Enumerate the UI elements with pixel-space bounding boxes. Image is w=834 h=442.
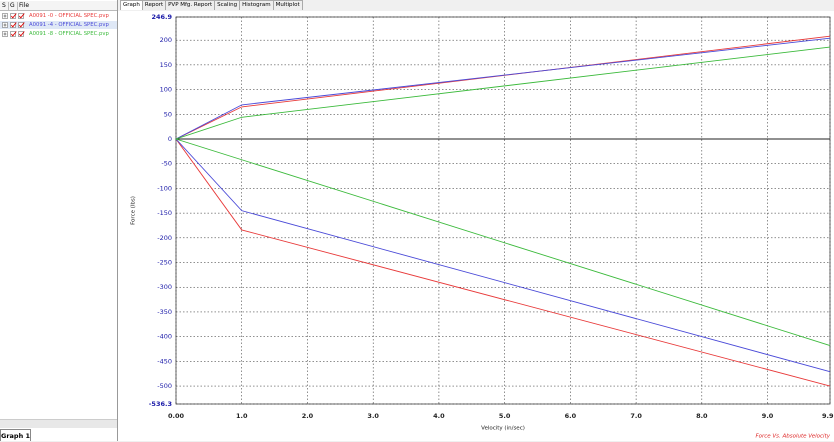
column-header: S G File bbox=[0, 1, 117, 11]
y-tick-label: 246.9 bbox=[151, 13, 172, 21]
y-tick-label: -500 bbox=[157, 382, 172, 390]
x-tick-label: 9.95 bbox=[822, 412, 834, 420]
x-tick-label: 0.00 bbox=[168, 412, 185, 420]
file-name: A0091 -0 - OFFICIAL SPEC.pvp bbox=[29, 13, 109, 19]
x-axis-label: Velocity (in/sec) bbox=[481, 426, 525, 432]
x-tick-label: 7.0 bbox=[630, 412, 642, 420]
x-tick-label: 6.0 bbox=[565, 412, 577, 420]
y-tick-label: -150 bbox=[157, 209, 172, 217]
y-tick-label: -50 bbox=[161, 160, 172, 168]
y-tick-label: -100 bbox=[157, 184, 172, 192]
tab[interactable]: Scaling bbox=[214, 0, 241, 10]
tab[interactable]: PVP Mfg. Report bbox=[165, 0, 216, 10]
y-tick-label: 50 bbox=[164, 110, 172, 118]
y-tick-label: -536.3 bbox=[149, 400, 172, 408]
graph-tab[interactable]: Graph 1 bbox=[0, 429, 31, 441]
y-tick-label: -450 bbox=[157, 357, 172, 365]
y-tick-label: -400 bbox=[157, 333, 172, 341]
row-icons bbox=[2, 13, 25, 19]
x-tick-label: 5.0 bbox=[499, 412, 511, 420]
x-tick-label: 2.0 bbox=[302, 412, 314, 420]
tab[interactable]: Histogram bbox=[239, 0, 274, 10]
x-tick-label: 4.0 bbox=[433, 412, 445, 420]
y-tick-label: 0 bbox=[168, 135, 172, 143]
y-tick-label: -300 bbox=[157, 283, 172, 291]
file-name: A0091 -8 - OFFICIAL SPEC.pvp bbox=[29, 31, 109, 37]
column-s: S bbox=[1, 2, 9, 10]
file-row[interactable]: A0091 -4 - OFFICIAL SPEC.pvp bbox=[0, 21, 117, 29]
x-tick-label: 1.0 bbox=[236, 412, 248, 420]
y-axis-label: Force (lbs) bbox=[131, 196, 137, 225]
tab[interactable]: Report bbox=[141, 0, 167, 10]
column-g: G bbox=[9, 2, 18, 10]
row-icons bbox=[2, 22, 25, 28]
y-tick-label: 200 bbox=[160, 36, 172, 44]
row-icons bbox=[2, 31, 25, 37]
tab-bar: Graph Report PVP Mfg. Report Scaling Histogr… bbox=[120, 0, 303, 10]
column-file: File bbox=[19, 2, 30, 9]
plot-area bbox=[175, 16, 831, 405]
file-row[interactable]: A0091 -0 - OFFICIAL SPEC.pvp bbox=[0, 12, 117, 20]
y-tick-label: -250 bbox=[157, 259, 172, 267]
file-name: A0091 -4 - OFFICIAL SPEC.pvp bbox=[29, 22, 109, 28]
file-panel: S G File A0091 -0 - OFFICIAL SPEC.pvp A00… bbox=[0, 0, 118, 441]
y-tick-label: 100 bbox=[160, 86, 172, 94]
x-tick-label: 3.0 bbox=[367, 412, 379, 420]
x-tick-label: 9.0 bbox=[762, 412, 774, 420]
file-row[interactable]: A0091 -8 - OFFICIAL SPEC.pvp bbox=[0, 30, 117, 38]
tab[interactable]: Multiplot bbox=[272, 0, 303, 10]
chart-title: Force Vs. Absolute Velocity bbox=[755, 434, 830, 440]
x-tick-label: 8.0 bbox=[696, 412, 708, 420]
series-line bbox=[174, 46, 831, 346]
y-tick-label: -350 bbox=[157, 308, 172, 316]
y-tick-label: 150 bbox=[160, 61, 172, 69]
tab[interactable]: Graph bbox=[120, 0, 143, 10]
y-tick-label: -200 bbox=[157, 234, 172, 242]
chart: 246.9 200 150 100 50 0 -50 -100 -150 -200 -250 -300… bbox=[118, 11, 834, 441]
scrollbar[interactable] bbox=[0, 419, 117, 428]
